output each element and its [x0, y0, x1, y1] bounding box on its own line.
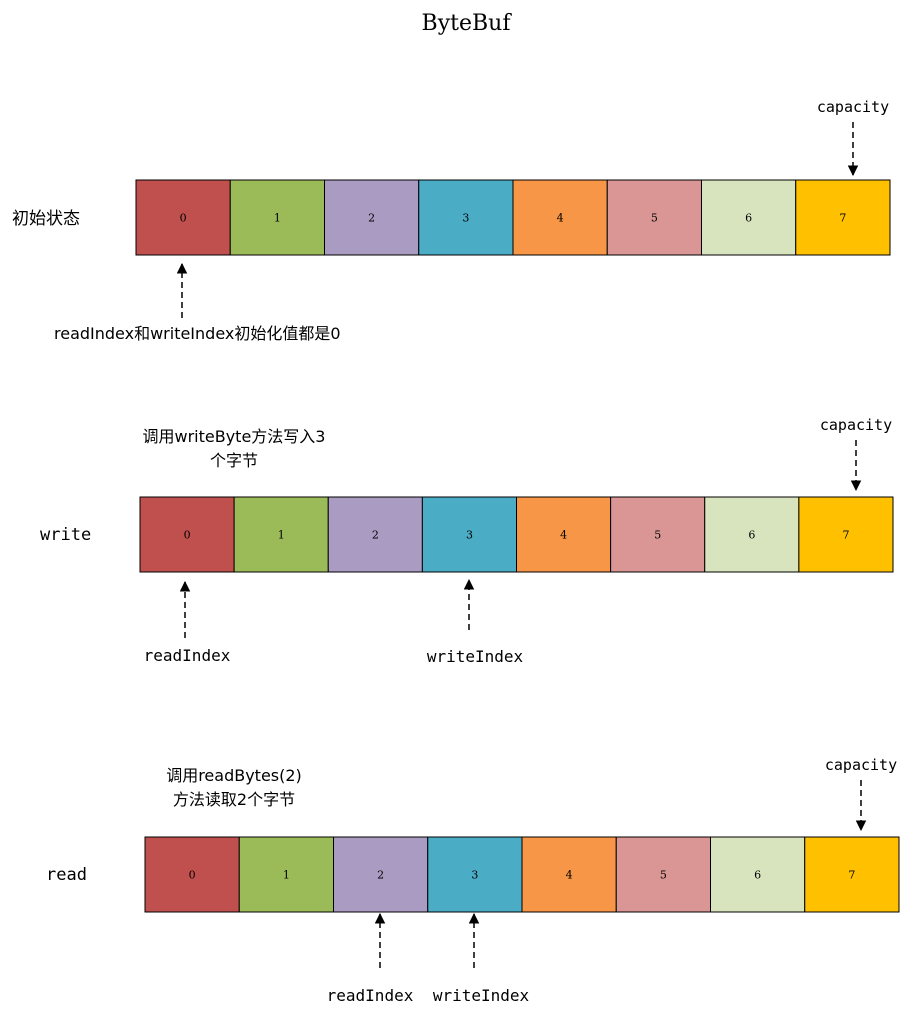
byte-cell-3 [427, 836, 523, 913]
buffer-cells-initial: 0 1 2 3 4 5 6 7 [135, 179, 891, 256]
byte-cell-6 [710, 836, 806, 913]
byte-cell-label-5: 5 [654, 529, 661, 542]
byte-cell-4 [512, 179, 608, 256]
read-index-label-read: readIndex [327, 986, 414, 1005]
byte-cell-5 [606, 179, 702, 256]
byte-cell-label-5: 5 [660, 869, 667, 882]
capacity-pointer-write: capacity [820, 416, 892, 492]
byte-cell-label-1: 1 [283, 869, 290, 882]
byte-cell-label-4: 4 [566, 869, 573, 882]
note-write-line-1: 调用writeByte方法写入3 [143, 427, 326, 446]
byte-cell-label-2: 2 [372, 529, 379, 542]
capacity-label-initial: capacity [817, 98, 889, 116]
byte-cell-4 [521, 836, 617, 913]
byte-cell-6 [704, 496, 800, 573]
byte-cell-label-0: 0 [184, 529, 191, 542]
row-label-read: read [46, 865, 87, 885]
diagram-title: ByteBuf [422, 11, 513, 36]
row-label-write: write [40, 525, 91, 545]
byte-cell-label-4: 4 [557, 212, 564, 225]
byte-cell-label-0: 0 [189, 869, 196, 882]
byte-cell-7 [795, 179, 891, 256]
byte-cell-label-2: 2 [377, 869, 384, 882]
byte-cell-label-2: 2 [368, 212, 375, 225]
byte-cell-label-6: 6 [745, 212, 752, 225]
byte-cell-1 [233, 496, 329, 573]
byte-cell-3 [421, 496, 517, 573]
byte-cell-5 [615, 836, 711, 913]
read-index-label-write: readIndex [144, 646, 231, 665]
capacity-label-read: capacity [825, 756, 897, 774]
note-read-line-2: 方法读取2个字节 [173, 790, 295, 809]
write-index-label-write: writeIndex [427, 647, 524, 666]
row-read: 调用readBytes(2) 方法读取2个字节 read 0 1 2 3 4 5 6 7 ca… [46, 756, 900, 1005]
byte-cell-2 [327, 496, 423, 573]
byte-cell-label-0: 0 [180, 212, 187, 225]
byte-cell-7 [798, 496, 894, 573]
byte-cell-label-3: 3 [471, 869, 478, 882]
byte-cell-6 [701, 179, 797, 256]
buffer-cells-read: 0 1 2 3 4 5 6 7 [144, 836, 900, 913]
buffer-cells-write: 0 1 2 3 4 5 6 7 [139, 496, 894, 573]
byte-cell-label-3: 3 [462, 212, 469, 225]
byte-cell-label-3: 3 [466, 529, 473, 542]
byte-cell-label-4: 4 [560, 529, 567, 542]
byte-cell-label-1: 1 [274, 212, 281, 225]
capacity-label-write: capacity [820, 416, 892, 434]
byte-cell-1 [229, 179, 325, 256]
byte-cell-label-7: 7 [839, 212, 846, 225]
byte-cell-label-7: 7 [848, 869, 855, 882]
row-label-initial: 初始状态 [12, 209, 80, 229]
byte-cell-5 [610, 496, 706, 573]
byte-cell-2 [324, 179, 420, 256]
row-write: 调用writeByte方法写入3 个字节 write 0 1 2 3 4 5 6 7 capa… [40, 416, 894, 666]
note-write-line-2: 个字节 [210, 451, 258, 470]
byte-cell-0 [144, 836, 240, 913]
byte-cell-label-7: 7 [842, 529, 849, 542]
note-read-line-1: 调用readBytes(2) [166, 766, 302, 785]
byte-cell-1 [238, 836, 334, 913]
note-initial-line-1: readIndex和writeIndex初始化值都是0 [54, 324, 341, 343]
byte-cell-7 [804, 836, 900, 913]
capacity-pointer-initial: capacity [817, 98, 889, 177]
byte-cell-label-1: 1 [278, 529, 285, 542]
row-initial: 初始状态 0 1 2 3 4 5 6 7 capacity readIndex和writeIn… [12, 98, 891, 343]
byte-cell-3 [418, 179, 514, 256]
byte-cell-label-6: 6 [754, 869, 761, 882]
capacity-pointer-read: capacity [825, 756, 897, 832]
write-index-label-read: writeIndex [433, 986, 530, 1005]
byte-cell-0 [135, 179, 231, 256]
byte-cell-label-6: 6 [748, 529, 755, 542]
byte-cell-label-5: 5 [651, 212, 658, 225]
